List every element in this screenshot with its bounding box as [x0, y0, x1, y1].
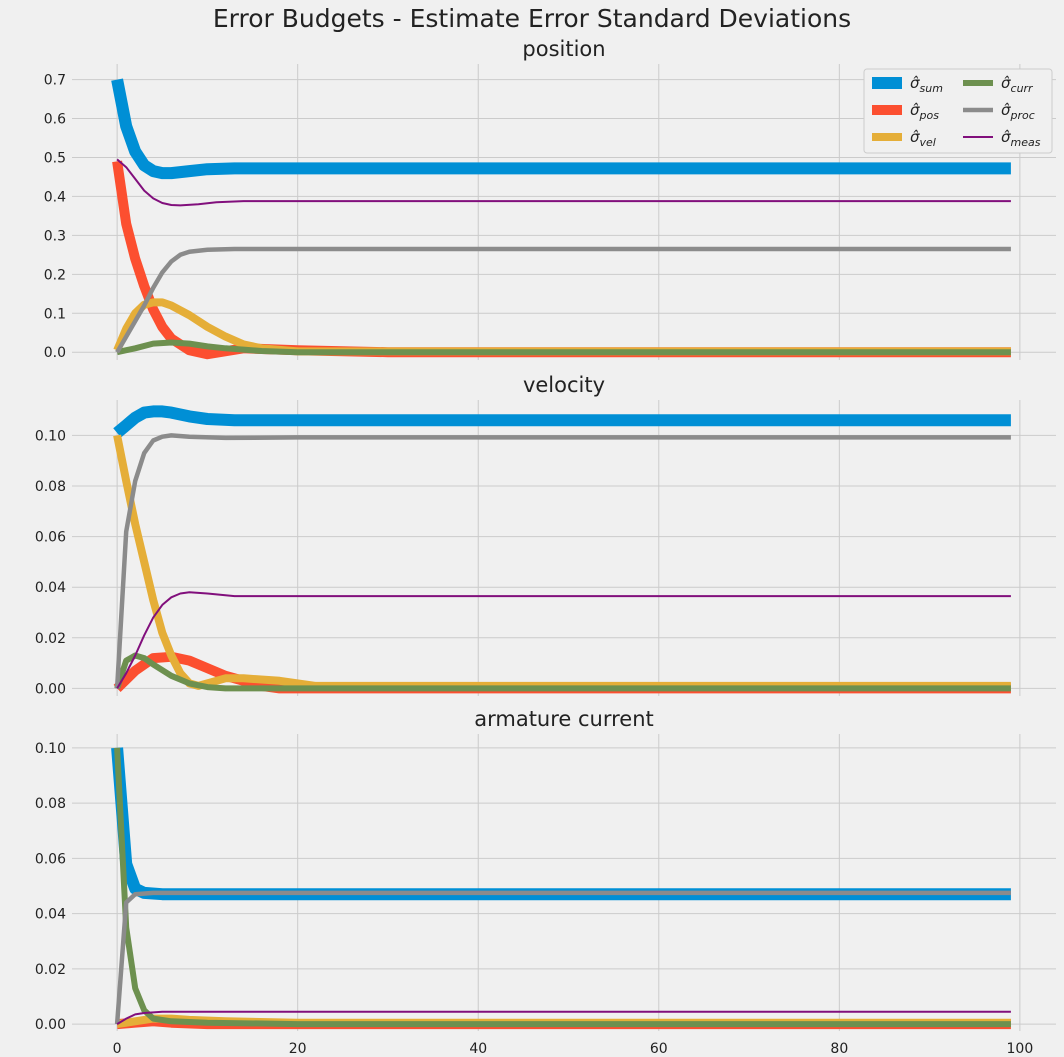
- x-tick-label: 100: [1007, 1041, 1034, 1057]
- series-line-curr: [114, 747, 1011, 1028]
- legend-item-meas: σ̂meas: [963, 128, 1041, 149]
- legend-frame: [863, 68, 1053, 154]
- series-group: [111, 78, 1011, 360]
- y-tick-label: 0.08: [35, 796, 66, 812]
- subplot-3: 0.00 0.02 0.04 0.06 0.08 0.10 0 20 40 60 80 100 arma…: [35, 707, 1056, 1057]
- legend-label: σ̂vel: [910, 128, 936, 149]
- y-tick-label: 0.08: [35, 479, 66, 495]
- legend: σ̂sum σ̂pos σ̂vel σ̂curr σ̂proc σ̂meas: [863, 68, 1053, 154]
- y-tick-label: 0.4: [44, 189, 66, 205]
- x-tick-label: 40: [469, 1041, 487, 1057]
- series-line-proc: [114, 433, 1011, 689]
- y-tick-label: 0.3: [44, 228, 66, 244]
- series-group: [111, 747, 1011, 1030]
- subplot-title: velocity: [523, 373, 605, 397]
- legend-label: σ̂curr: [1001, 74, 1034, 95]
- series-line-meas: [116, 158, 1011, 207]
- subplot-1: 0.0 0.1 0.2 0.3 0.4 0.5 0.6 0.7 position: [44, 37, 1056, 361]
- subplot-title: position: [522, 37, 605, 61]
- y-tick-label: 0.02: [35, 631, 66, 647]
- subplots: 0.0 0.1 0.2 0.3 0.4 0.5 0.6 0.7 position 0.00 0.02…: [35, 37, 1056, 1057]
- legend-label: σ̂sum: [910, 74, 943, 95]
- y-tick-label: 0.00: [35, 681, 66, 697]
- y-tick-label: 0.1: [44, 306, 66, 322]
- x-tick-label: 60: [650, 1041, 668, 1057]
- legend-item-curr: σ̂curr: [963, 74, 1034, 95]
- y-tick-label: 0.04: [35, 907, 66, 923]
- x-tick-label: 80: [830, 1041, 848, 1057]
- legend-item-vel: σ̂vel: [872, 128, 936, 149]
- figure-title: Error Budgets - Estimate Error Standard …: [213, 4, 851, 33]
- y-tick-label: 0.04: [35, 580, 66, 596]
- x-tick-label: 0: [113, 1041, 122, 1057]
- y-tick-label: 0.2: [44, 267, 66, 283]
- y-tick-label: 0.00: [35, 1017, 66, 1033]
- x-tick-label: 20: [289, 1041, 307, 1057]
- subplot-title: armature current: [474, 707, 654, 731]
- y-tick-label: 0.06: [35, 851, 66, 867]
- legend-item-pos: σ̂pos: [872, 101, 939, 122]
- y-tick-label: 0.10: [35, 428, 66, 444]
- series-line-sum: [113, 405, 1011, 438]
- y-tick-label: 0.5: [44, 150, 66, 166]
- legend-label: σ̂pos: [910, 101, 939, 122]
- y-tick-label: 0.7: [44, 73, 66, 89]
- legend-label: σ̂proc: [1001, 101, 1035, 122]
- legend-item-proc: σ̂proc: [963, 101, 1035, 122]
- series-line-meas: [116, 591, 1011, 689]
- series-line-proc: [115, 246, 1011, 354]
- y-tick-label: 0.02: [35, 962, 66, 978]
- subplot-2: 0.00 0.02 0.04 0.06 0.08 0.10 velocity: [35, 373, 1056, 697]
- y-tick-label: 0.6: [44, 112, 66, 128]
- series-line-proc: [114, 890, 1011, 1025]
- series-line-sum: [111, 78, 1011, 180]
- y-tick-label: 0.10: [35, 741, 66, 757]
- legend-item-sum: σ̂sum: [872, 74, 943, 95]
- series-group: [113, 405, 1011, 694]
- y-tick-label: 0.06: [35, 530, 66, 546]
- series-line-meas: [116, 1010, 1011, 1025]
- series-line-curr: [116, 339, 1011, 356]
- series-line-curr: [114, 652, 1011, 692]
- y-tick-label: 0.0: [44, 345, 66, 361]
- legend-label: σ̂meas: [1001, 128, 1041, 149]
